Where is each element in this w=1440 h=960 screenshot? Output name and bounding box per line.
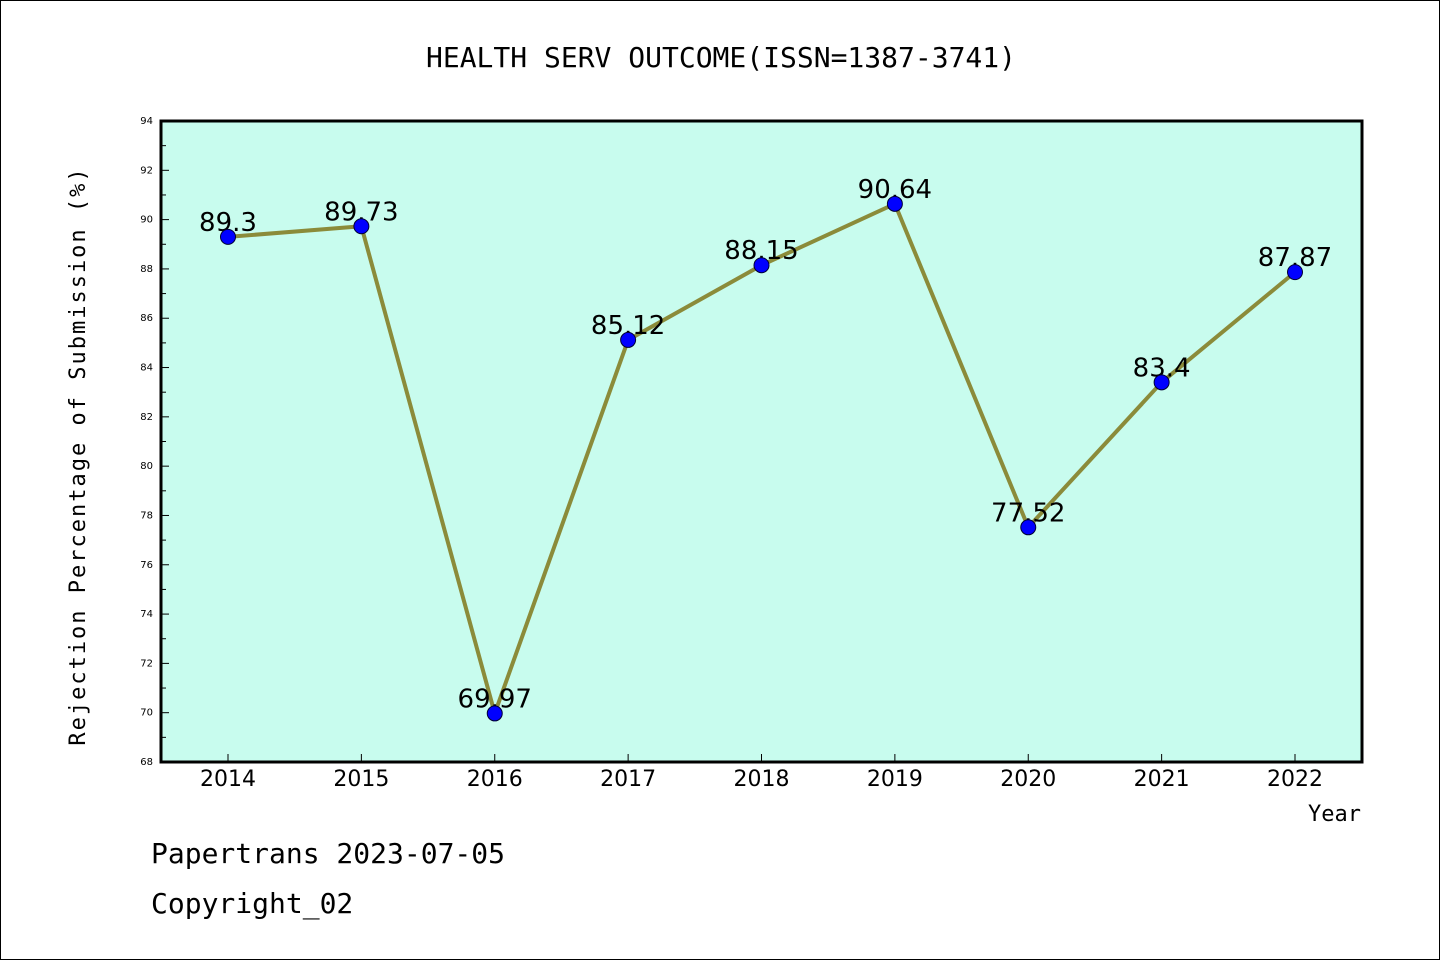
data-point-marker [1020,519,1037,536]
y-tick-label: 84 [140,363,153,374]
data-point-marker [486,705,503,722]
y-tick-label: 70 [140,708,153,719]
x-tick-label: 2017 [600,767,656,792]
x-tick-label: 2014 [200,767,256,792]
y-tick-label: 82 [140,412,153,423]
data-point-marker [1153,374,1170,391]
series: 89.3 89.7369.9785.1288.1590.6477.5283.487… [199,175,1332,722]
copyright-note: Copyright_02 [151,887,354,920]
y-tick-label: 90 [140,215,153,226]
data-point-marker [753,257,770,274]
x-tick-label: 2018 [734,767,790,792]
x-tick-label: 2020 [1000,767,1056,792]
y-tick-label: 94 [140,116,153,127]
data-point-marker [620,331,637,348]
x-tick-label: 2019 [867,767,923,792]
y-tick-label: 80 [140,461,153,472]
y-tick-label: 92 [140,165,153,176]
y-tick-label: 76 [140,560,153,571]
y-tick-label: 68 [140,757,153,768]
x-axis: 2014 2015 2016 2017 2018 2019 2020 2021 2022 [200,754,1323,792]
x-tick-label: 2015 [333,767,389,792]
y-axis-label: Rejection Percentage of Submission (%) [66,166,91,745]
y-tick-label: 86 [140,313,153,324]
x-axis-label: Year [1308,802,1361,827]
data-point-marker [886,195,903,212]
chart-title: HEALTH SERV OUTCOME(ISSN=1387-3741) [426,41,1016,74]
plot-frame [159,119,1364,764]
y-tick-label: 78 [140,510,153,521]
data-point-marker [220,228,236,245]
y-tick-label: 74 [140,609,153,620]
x-tick-label: 2021 [1134,767,1190,792]
x-tick-label: 2016 [467,767,523,792]
data-point-marker [1287,264,1303,281]
x-tick-label: 2022 [1267,767,1323,792]
data-point-marker [353,218,370,235]
y-tick-label: 88 [140,264,153,275]
y-tick-label: 72 [140,658,153,669]
papertrans-date-stamp: Papertrans 2023-07-05 [151,837,506,870]
